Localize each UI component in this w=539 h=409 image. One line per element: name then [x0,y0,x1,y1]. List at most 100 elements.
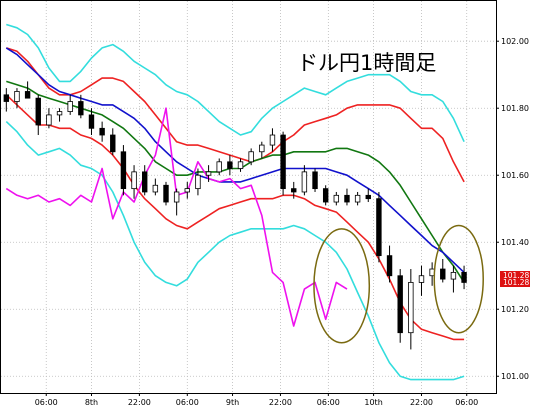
x-tick-label-4: 9th [226,398,239,407]
candle-body [333,194,340,203]
candle-body [184,188,190,193]
candle-20 [216,158,222,176]
candle-body [35,97,41,126]
candle-body [237,161,244,169]
price-tag-bid: 101.28 [503,271,529,280]
candle-body [227,161,233,169]
candle-29 [312,168,318,192]
candle-body [450,271,457,280]
candle-body [322,188,329,203]
candle-42 [450,265,457,293]
candle-9 [99,121,105,142]
candle-body [376,198,382,257]
candle-0 [3,88,10,112]
candle-body [312,171,318,190]
candle-10 [110,128,116,156]
candle-39 [418,265,425,296]
candle-body [440,268,446,280]
candle-32 [344,188,350,206]
candle-body [354,194,361,203]
candle-body [46,114,52,126]
candle-body [110,134,116,153]
series-line-ma_blue [5,47,465,273]
candle-body [142,171,148,193]
candle-38 [408,269,414,350]
x-tick-label-7: 10th [364,398,382,407]
candle-body [3,94,10,102]
candle-26 [280,131,286,196]
series-line-bb_upper1 [6,47,465,183]
candle-18 [195,168,201,196]
y-tick-label-3: 101.60 [501,171,529,180]
y-tick-label-1: 101.20 [501,305,529,314]
candle-15 [163,181,169,206]
candle-body [163,184,169,203]
candle-body [88,114,95,129]
candle-body [280,134,286,190]
x-tick-label-9: 06:00 [455,398,478,407]
candle-24 [259,141,265,159]
candle-body [56,111,63,116]
candle-body [269,134,276,146]
candle-body [131,171,137,190]
candle-35 [376,191,382,263]
x-tick-label-3: 06:00 [176,398,199,407]
candle-body [418,275,425,283]
candle-body [397,275,403,334]
candle-body [365,194,371,200]
candle-11 [120,145,127,196]
candle-33 [354,191,361,206]
candle-6 [67,94,73,115]
current-price-tag: 101.28 101.28 [500,271,530,287]
annotation-ellipse-0 [313,228,371,344]
chart-title: ドル円1時間足 [297,51,436,75]
candle-body [216,161,222,173]
candle-36 [386,245,393,283]
candle-body [67,101,73,112]
x-tick-label-0: 06:00 [35,398,58,407]
candle-body [408,282,414,334]
candle-2 [24,81,31,99]
candle-25 [269,128,276,152]
candle-28 [301,165,308,196]
candle-14 [152,178,159,196]
x-tick-label-8: 22:00 [410,398,433,407]
price-tag-ask: 101.28 [503,278,529,287]
candle-5 [56,108,63,122]
candle-body [461,271,467,283]
candle-27 [291,181,297,199]
annotations [313,224,484,344]
x-tick-label-1: 8th [85,398,98,407]
candle-body [248,151,254,163]
series-line-bb_lower2 [5,121,465,381]
candle-13 [142,165,148,196]
candle-30 [322,185,329,206]
y-tick-label-2: 101.40 [501,238,529,247]
candle-body [78,101,84,116]
x-tick-label-2: 22:00 [128,398,151,407]
series-line-bb_upper2 [6,23,465,143]
y-tick-label-0: 101.00 [501,372,529,381]
candle-body [386,255,393,277]
candle-21 [227,155,233,176]
candle-body [344,194,350,203]
candle-body [152,184,159,193]
x-tick-label-6: 06:00 [317,398,340,407]
candle-43 [461,265,467,290]
candle-8 [88,108,95,136]
candle-23 [248,148,254,166]
candle-4 [46,108,52,129]
candle-body [259,144,265,153]
candle-17 [184,181,190,199]
candle-body [301,171,308,193]
y-tick-label-5: 102.00 [501,37,529,46]
candle-22 [237,158,244,172]
candle-16 [173,188,180,216]
candle-body [205,171,212,176]
candle-34 [365,188,371,203]
candle-body [14,91,20,102]
candle-body [291,188,297,193]
x-tick-label-5: 22:00 [269,398,292,407]
